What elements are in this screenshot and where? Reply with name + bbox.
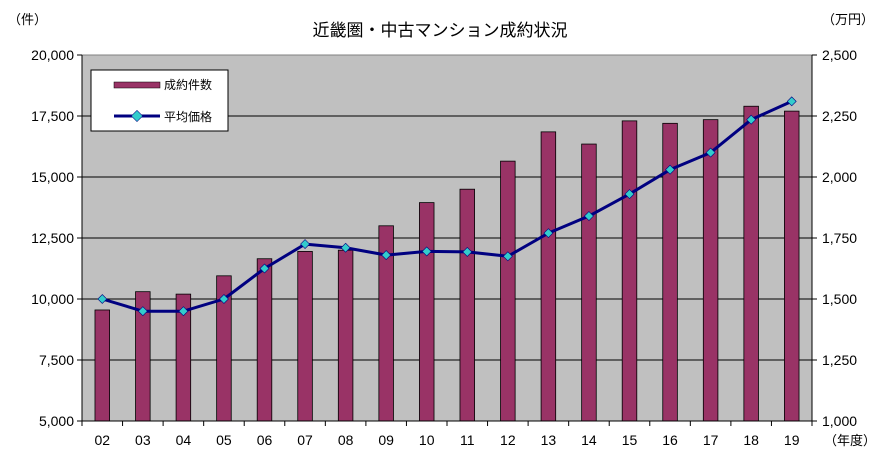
line-marker	[665, 164, 675, 175]
right-tick-label: 2,250	[822, 108, 857, 124]
left-axis-unit: （件）	[8, 13, 47, 28]
left-tick-label: 17,500	[31, 108, 74, 124]
x-tick-label: 13	[541, 432, 557, 448]
x-tick-label: 04	[176, 432, 192, 448]
legend: 成約件数 平均価格	[90, 69, 229, 132]
line-marker	[381, 250, 392, 261]
x-tick-label: 08	[338, 432, 354, 448]
right-tick-label: 1,750	[822, 230, 857, 246]
axes: 5,000 1,000 7,500 1,250 10,000 1,500 12,500 1,7…	[31, 47, 857, 448]
left-tick-label: 15,000	[31, 169, 74, 185]
line-marker	[543, 228, 554, 239]
x-tick-label: 15	[622, 432, 638, 448]
legend-label-line: 平均価格	[164, 109, 212, 124]
left-tick-label: 12,500	[31, 230, 74, 246]
line-marker	[624, 189, 635, 200]
bar	[743, 105, 759, 422]
legend-box	[90, 69, 229, 132]
bar	[784, 110, 800, 422]
bar	[621, 120, 638, 422]
x-tick-label: 03	[135, 432, 151, 448]
bar	[581, 143, 597, 422]
bar	[540, 131, 557, 422]
bar	[702, 119, 719, 422]
left-tick-label: 20,000	[31, 47, 74, 63]
bar	[256, 258, 273, 422]
legend-line-marker	[130, 109, 144, 123]
line-marker	[259, 263, 270, 274]
line-marker	[746, 114, 757, 125]
line-marker	[705, 147, 716, 158]
bar	[337, 249, 354, 422]
x-tick-label: 19	[784, 432, 800, 448]
bar-series	[94, 105, 800, 422]
x-axis-unit: （年度）	[824, 433, 876, 449]
right-tick-label: 2,500	[822, 47, 857, 63]
line-marker	[137, 306, 148, 317]
line-marker	[97, 294, 108, 304]
line-marker	[178, 306, 189, 317]
line-marker	[502, 251, 513, 262]
line-marker	[340, 242, 351, 253]
line-marker	[462, 246, 473, 257]
x-tick-label: 17	[703, 432, 719, 448]
line-series	[97, 96, 797, 317]
x-tick-label: 11	[460, 432, 475, 448]
right-tick-label: 1,500	[822, 291, 857, 307]
x-tick-label: 02	[94, 432, 110, 448]
bar	[94, 309, 110, 422]
x-tick-label: 14	[581, 432, 597, 448]
x-tick-label: 05	[216, 432, 232, 448]
x-tick-label: 16	[662, 432, 678, 448]
right-tick-label: 1,000	[822, 413, 857, 429]
bar	[500, 160, 516, 422]
legend-label-bar: 成約件数	[164, 77, 212, 92]
x-tick-label: 07	[297, 432, 313, 448]
left-tick-label: 5,000	[39, 413, 74, 429]
bar	[297, 251, 313, 422]
line-marker	[300, 239, 310, 250]
line-marker	[219, 294, 229, 304]
bar	[419, 202, 435, 422]
chart-title: 近畿圏・中古マンション成約状況	[313, 21, 568, 41]
legend-bar-swatch	[113, 81, 161, 89]
x-tick-label: 12	[500, 432, 516, 448]
line-marker	[421, 246, 432, 257]
x-tick-label: 10	[419, 432, 435, 448]
line-marker	[584, 211, 594, 221]
left-tick-label: 10,000	[31, 291, 74, 307]
x-tick-label: 06	[257, 432, 273, 448]
right-axis-unit: （万円）	[822, 13, 874, 28]
x-tick-label: 18	[743, 432, 759, 448]
right-tick-label: 2,000	[822, 169, 857, 185]
line-path	[101, 99, 793, 313]
x-tick-label: 09	[378, 432, 394, 448]
bar	[459, 188, 475, 422]
left-tick-label: 7,500	[39, 352, 74, 368]
line-marker	[786, 96, 797, 107]
right-tick-label: 1,250	[822, 352, 857, 368]
